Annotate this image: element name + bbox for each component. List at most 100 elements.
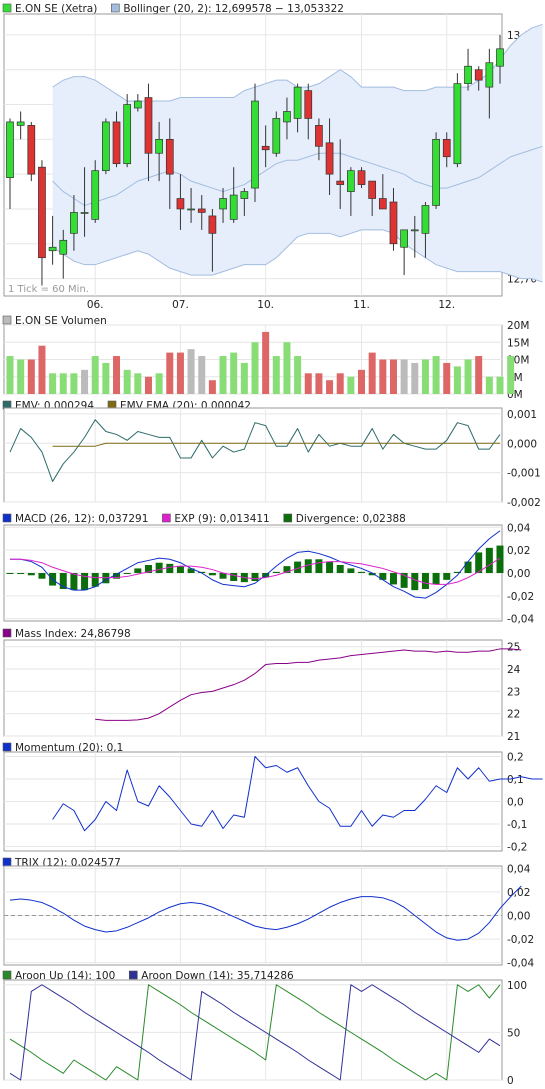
legend-swatch (2, 315, 12, 325)
volume-bar (38, 345, 46, 394)
legend-label: Bollinger (20, 2): 12,699578 − 13,053322 (123, 3, 344, 15)
divergence-bar (230, 573, 238, 581)
divergence-bar (400, 573, 408, 588)
candle-body (27, 125, 36, 175)
candle-body (165, 138, 174, 175)
candle-body (453, 83, 462, 165)
divergence-bar (187, 568, 195, 573)
volume-bar (347, 376, 355, 394)
y-tick-label: 22 (507, 709, 520, 721)
volume-bar (219, 356, 227, 394)
y-tick-label: 0,02 (507, 887, 530, 899)
divergence-bar (326, 561, 334, 573)
divergence-bar (485, 547, 493, 573)
legend-swatch (128, 970, 138, 980)
volume-bar (240, 362, 248, 394)
plot-frame (3, 979, 503, 1081)
candle-body (357, 170, 366, 185)
candle-body (155, 138, 163, 154)
candle-body (251, 100, 259, 189)
y-tick-label: 0,00 (507, 568, 530, 580)
legend-label: E.ON SE (Xetra) (15, 3, 97, 15)
candle-body (261, 145, 270, 151)
legend-label: Mass Index: 24,86798 (15, 628, 131, 640)
candle-body (442, 138, 451, 158)
candle-body (197, 208, 206, 213)
candle-body (347, 170, 355, 192)
divergence-bar (294, 561, 302, 573)
panel-6: Momentum (20): 0,1 -0,2 -0,1 0,0 0,1 0,2 (2, 742, 543, 854)
momentum-line (52, 756, 543, 832)
volume-bar (49, 373, 57, 394)
x-tick-label: 11. (353, 299, 370, 311)
volume-bar (27, 359, 35, 394)
volume-bar (123, 369, 131, 394)
candle-body (38, 166, 46, 259)
panel-7: TRIX (12): 0,024577-0,04-0,020,000,020,0… (2, 857, 534, 970)
legend-swatch (2, 3, 12, 13)
candle-body (91, 170, 100, 220)
divergence-bar (411, 573, 419, 591)
candle-body (496, 48, 504, 67)
volume-bar (262, 331, 270, 394)
divergence-bar (379, 573, 387, 580)
candle-body (70, 212, 78, 234)
plot-frame (3, 639, 503, 737)
divergence-bar (251, 573, 259, 581)
candle-body (229, 194, 238, 220)
candle-body (378, 198, 387, 210)
bollinger-middle-line (52, 145, 543, 207)
y-tick-label: 0,04 (507, 863, 531, 875)
candle-body (6, 121, 14, 178)
volume-bar (166, 352, 174, 394)
volume-bar (326, 380, 334, 394)
candle-body (432, 138, 440, 206)
candle-body (283, 111, 291, 123)
volume-bar (432, 356, 440, 394)
candle-body (293, 86, 302, 119)
trix-line (9, 885, 522, 941)
volume-bar (198, 356, 206, 394)
legend-swatch (2, 513, 12, 523)
y-tick-label: 0,1 (507, 774, 524, 786)
panel-8: Aroon Up (14): 100 Aroon Down (14): 35,71… (2, 970, 527, 1087)
volume-bar (6, 356, 14, 394)
y-tick-label: 20M (507, 320, 529, 332)
divergence-bar (368, 573, 376, 576)
x-tick-label: 12. (438, 299, 455, 311)
volume-bar (485, 376, 493, 394)
y-tick-label: -0,001 (507, 468, 541, 480)
candle-body (123, 104, 132, 165)
divergence-bar (496, 545, 504, 573)
volume-bar (187, 349, 195, 394)
divergence-bar (475, 552, 483, 573)
y-tick-label: 0,2 (507, 752, 524, 764)
volume-bar (379, 359, 387, 394)
volume-bar (134, 373, 142, 394)
bollinger-band (52, 24, 543, 283)
y-tick-label: 0,0 (507, 797, 524, 809)
legend-label: Momentum (20): 0,1 (15, 742, 123, 754)
y-tick-label: -0,02 (507, 591, 534, 603)
volume-bar (155, 373, 163, 394)
divergence-bar (144, 565, 152, 573)
panel-1: E.ON SE (Xetra) Bollinger (20, 2): 12,699… (2, 3, 543, 311)
legend-swatch (283, 513, 293, 523)
y-tick-label: -0,04 (507, 958, 534, 970)
volume-bar (230, 352, 238, 394)
candle-body (80, 212, 89, 214)
divergence-bar (166, 563, 174, 573)
legend-swatch (2, 742, 12, 752)
candle-body (336, 180, 345, 185)
candle-body (16, 121, 25, 126)
divergence-bar (6, 573, 14, 574)
divergence-bar (443, 573, 451, 580)
volume-bar (507, 356, 515, 394)
legend-label: Divergence: 0,02388 (296, 513, 406, 525)
y-tick-label: 0,02 (507, 545, 530, 557)
candle-body (144, 97, 153, 154)
candle-body (389, 201, 398, 245)
y-tick-label: 15M (507, 337, 529, 349)
volume-bar (251, 342, 259, 394)
